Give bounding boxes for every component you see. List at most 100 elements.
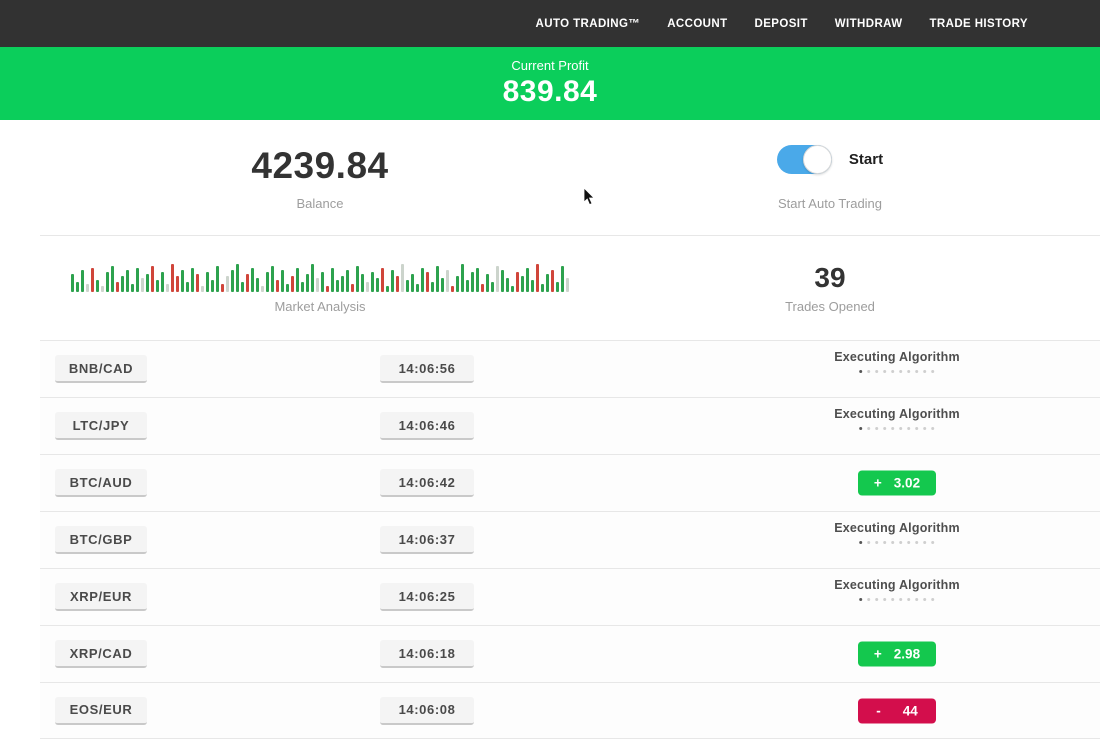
- market-bar: [126, 270, 129, 292]
- progress-dots: [859, 598, 935, 601]
- toggle-start-label: Start: [848, 150, 884, 168]
- market-bar: [276, 280, 279, 292]
- market-bar: [531, 280, 534, 292]
- time-chip: 14:06:56: [380, 355, 474, 383]
- market-bar: [361, 274, 364, 292]
- auto-trading-toggle[interactable]: [776, 144, 832, 174]
- progress-dots: [859, 427, 935, 430]
- pair-chip: XRP/EUR: [55, 583, 147, 611]
- balance-value: 4239.84: [251, 144, 389, 186]
- market-bar: [221, 284, 224, 292]
- progress-dots: [859, 541, 935, 544]
- nav-item-withdraw[interactable]: WITHDRAW: [834, 17, 903, 30]
- market-bar: [461, 264, 464, 292]
- market-bar: [431, 282, 434, 292]
- pair-chip: EOS/EUR: [55, 696, 147, 725]
- executing-algorithm-label: Executing Algorithm: [834, 350, 960, 364]
- market-bar: [421, 268, 424, 292]
- progress-dot: [907, 427, 911, 430]
- progress-dot: [923, 541, 927, 544]
- progress-dot: [875, 370, 879, 373]
- market-bar: [201, 286, 204, 292]
- toggle-knob[interactable]: [802, 144, 832, 174]
- market-bar: [146, 274, 149, 292]
- progress-dot: [875, 598, 879, 601]
- nav-item-deposit[interactable]: DEPOSIT: [754, 17, 808, 30]
- market-bar: [406, 280, 409, 292]
- market-bar: [486, 274, 489, 292]
- market-bar: [301, 282, 304, 292]
- market-bar: [341, 276, 344, 292]
- progress-dot: [891, 541, 895, 544]
- market-bar: [156, 280, 159, 292]
- market-bar: [186, 282, 189, 292]
- market-bar: [401, 264, 404, 292]
- progress-dot: [859, 541, 863, 544]
- market-bar: [321, 272, 324, 292]
- market-bar: [136, 268, 139, 292]
- trade-row: XRP/EUR 14:06:25 Executing Algorithm: [40, 568, 1100, 625]
- nav-item-auto-trading[interactable]: AUTO TRADING™: [535, 17, 641, 30]
- market-bar: [76, 282, 79, 292]
- progress-dot: [907, 541, 911, 544]
- badge-amount: 2.98: [893, 646, 921, 662]
- executing-algorithm-label: Executing Algorithm: [834, 578, 960, 592]
- nav-item-trade-history[interactable]: TRADE HISTORY: [929, 17, 1028, 30]
- market-bar: [81, 270, 84, 292]
- market-bar: [166, 284, 169, 292]
- progress-dot: [883, 370, 887, 373]
- progress-dot: [891, 370, 895, 373]
- market-bar: [466, 280, 469, 292]
- market-bar: [291, 276, 294, 292]
- progress-dot: [931, 370, 935, 373]
- market-bar: [411, 274, 414, 292]
- current-profit-label: Current Profit: [511, 58, 589, 73]
- balance-section: 4239.84 Balance Start Start Auto Trading: [0, 120, 1100, 235]
- market-bar: [376, 278, 379, 292]
- progress-dot: [915, 370, 919, 373]
- market-bar: [381, 268, 384, 292]
- market-bar: [131, 284, 134, 292]
- time-chip: 14:06:25: [380, 583, 474, 611]
- market-analysis-label: Market Analysis: [274, 299, 366, 314]
- section-divider: [40, 235, 1100, 236]
- trade-row: BTC/AUD 14:06:42 +3.02: [40, 454, 1100, 511]
- progress-dot: [859, 598, 863, 601]
- market-bar: [116, 282, 119, 292]
- loss-badge: - 44: [858, 698, 936, 723]
- market-bar: [96, 280, 99, 292]
- market-bar: [416, 284, 419, 292]
- market-bar: [271, 266, 274, 292]
- progress-dot: [931, 541, 935, 544]
- market-bar: [511, 286, 514, 292]
- market-bar: [231, 270, 234, 292]
- market-bar: [351, 284, 354, 292]
- market-bar: [471, 272, 474, 292]
- progress-dot: [875, 541, 879, 544]
- market-bar: [536, 264, 539, 292]
- market-bar: [251, 268, 254, 292]
- trades-opened-value: 39: [814, 262, 846, 293]
- market-bar: [216, 266, 219, 292]
- pair-chip: BNB/CAD: [55, 355, 147, 383]
- market-bar: [236, 264, 239, 292]
- trade-list: BNB/CAD 14:06:56 Executing Algorithm LTC/JP…: [40, 340, 1100, 739]
- market-bar: [501, 270, 504, 292]
- market-bar: [311, 264, 314, 292]
- market-bar: [496, 266, 499, 292]
- executing-status: Executing Algorithm: [834, 350, 960, 373]
- pair-chip: BTC/AUD: [55, 469, 147, 497]
- badge-sign: -: [876, 703, 881, 718]
- nav-item-account[interactable]: ACCOUNT: [667, 17, 728, 30]
- market-bar: [121, 276, 124, 292]
- pair-chip: XRP/CAD: [55, 640, 147, 668]
- market-bar: [561, 266, 564, 292]
- market-bar: [86, 284, 89, 292]
- time-chip: 14:06:18: [380, 640, 474, 668]
- progress-dot: [915, 598, 919, 601]
- market-bar: [541, 284, 544, 292]
- market-bar: [366, 282, 369, 292]
- progress-dot: [907, 598, 911, 601]
- market-bar: [111, 266, 114, 292]
- progress-dot: [867, 427, 871, 430]
